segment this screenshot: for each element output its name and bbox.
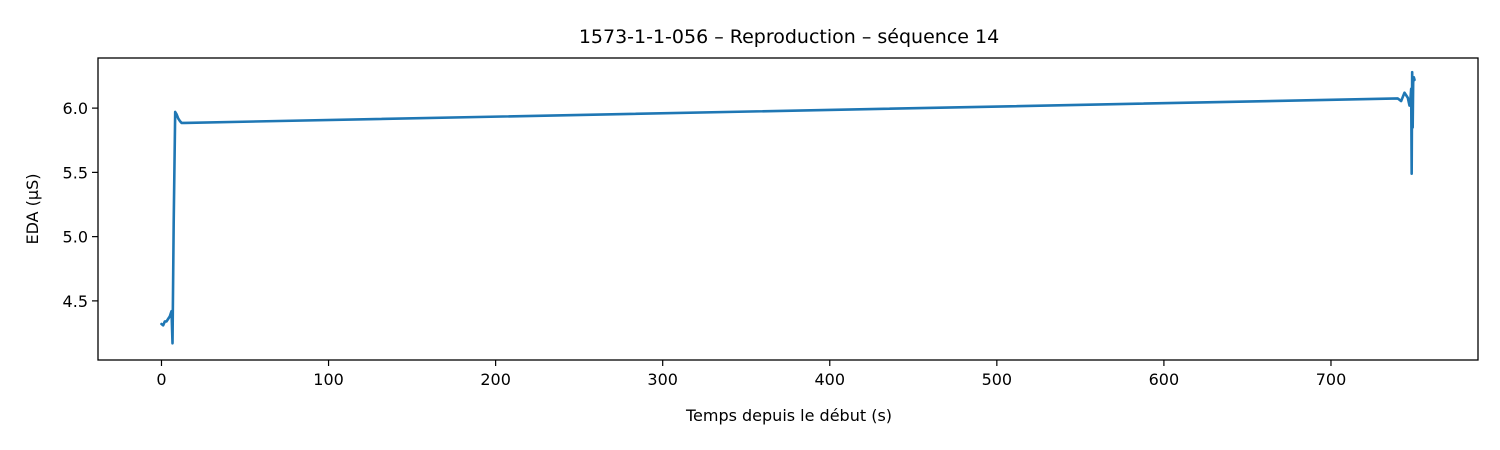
x-tick-label: 100 bbox=[313, 370, 344, 389]
x-axis: 0 100 200 300 400 500 600 700 bbox=[156, 360, 1346, 389]
series-line bbox=[160, 70, 1416, 345]
x-axis-label: Temps depuis le début (s) bbox=[685, 406, 892, 425]
y-tick-label: 6.0 bbox=[63, 99, 88, 118]
x-tick-label: 700 bbox=[1316, 370, 1347, 389]
x-tick-label: 0 bbox=[156, 370, 166, 389]
chart-title: 1573-1-1-056 – Reproduction – séquence 1… bbox=[579, 26, 999, 48]
x-tick-label: 300 bbox=[647, 370, 678, 389]
y-axis-label: EDA (µS) bbox=[23, 174, 42, 245]
series-layer bbox=[160, 70, 1416, 345]
x-tick-label: 600 bbox=[1149, 370, 1180, 389]
y-tick-label: 5.5 bbox=[63, 163, 88, 182]
x-tick-label: 500 bbox=[982, 370, 1013, 389]
y-axis: 4.5 5.0 5.5 6.0 bbox=[63, 99, 98, 311]
plot-area-frame bbox=[97, 57, 1479, 361]
x-tick-label: 400 bbox=[814, 370, 845, 389]
y-tick-label: 4.5 bbox=[63, 292, 88, 311]
y-tick-label: 5.0 bbox=[63, 228, 88, 247]
x-tick-label: 200 bbox=[480, 370, 511, 389]
